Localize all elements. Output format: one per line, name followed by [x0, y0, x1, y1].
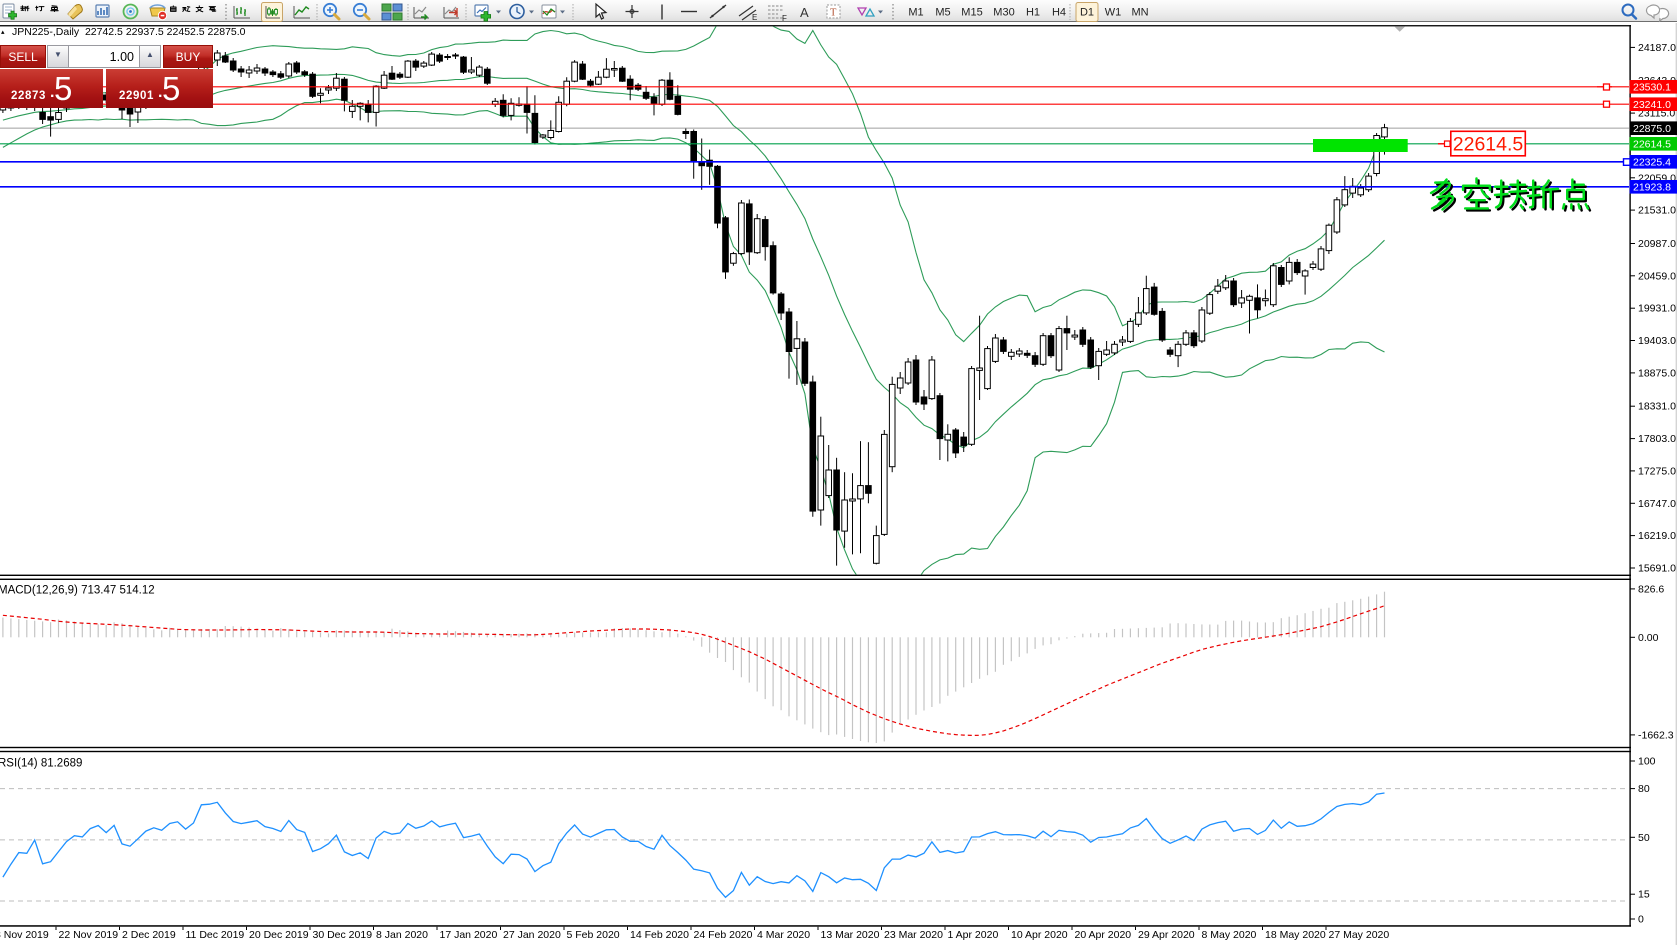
svg-text:29 Apr 2020: 29 Apr 2020 — [1138, 929, 1195, 941]
svg-text:24 Feb 2020: 24 Feb 2020 — [694, 929, 753, 941]
svg-text:1 Apr 2020: 1 Apr 2020 — [948, 929, 999, 941]
svg-text:21923.8: 21923.8 — [1633, 182, 1671, 194]
svg-text:E: E — [752, 13, 757, 22]
svg-text:80: 80 — [1638, 783, 1650, 795]
svg-text:17275.0: 17275.0 — [1638, 465, 1676, 477]
svg-text:22875.0: 22875.0 — [1633, 123, 1671, 135]
svg-text:27 Jan 2020: 27 Jan 2020 — [503, 929, 561, 941]
svg-text:19403.0: 19403.0 — [1638, 335, 1676, 347]
svg-text:8 Nov 2019: 8 Nov 2019 — [0, 929, 49, 941]
svg-text:18331.0: 18331.0 — [1638, 401, 1676, 413]
svg-text:W1: W1 — [1105, 7, 1122, 19]
svg-text:20 Dec 2019: 20 Dec 2019 — [249, 929, 309, 941]
svg-text:27 May 2020: 27 May 2020 — [1329, 929, 1390, 941]
svg-text:826.6: 826.6 — [1638, 583, 1664, 595]
svg-text:M1: M1 — [908, 7, 923, 19]
svg-text:16747.0: 16747.0 — [1638, 498, 1676, 510]
svg-text:18875.0: 18875.0 — [1638, 367, 1676, 379]
svg-text:15: 15 — [1638, 889, 1650, 901]
svg-text:M5: M5 — [935, 7, 950, 19]
svg-text:RSI(14) 81.2689: RSI(14) 81.2689 — [0, 758, 82, 770]
svg-text:16219.0: 16219.0 — [1638, 530, 1676, 542]
svg-text:24187.0: 24187.0 — [1638, 42, 1676, 54]
svg-text:4 Mar 2020: 4 Mar 2020 — [757, 929, 810, 941]
svg-text:2 Dec 2019: 2 Dec 2019 — [122, 929, 176, 941]
svg-text:20 Apr 2020: 20 Apr 2020 — [1075, 929, 1132, 941]
svg-text:23530.1: 23530.1 — [1633, 82, 1671, 94]
svg-text:20987.0: 20987.0 — [1638, 238, 1676, 250]
svg-text:T: T — [830, 8, 837, 19]
svg-text:D1: D1 — [1080, 7, 1094, 19]
svg-text:8 Jan 2020: 8 Jan 2020 — [376, 929, 428, 941]
svg-text:23 Mar 2020: 23 Mar 2020 — [884, 929, 943, 941]
svg-text:22614.5: 22614.5 — [1633, 139, 1671, 151]
svg-text:A: A — [800, 5, 809, 20]
svg-text:22 Nov 2019: 22 Nov 2019 — [59, 929, 119, 941]
svg-text:0: 0 — [1638, 914, 1644, 926]
svg-text:MACD(12,26,9) 713.47 514.12: MACD(12,26,9) 713.47 514.12 — [0, 585, 155, 597]
svg-text:22614.5: 22614.5 — [1453, 134, 1524, 156]
svg-text:11 Dec 2019: 11 Dec 2019 — [186, 929, 245, 941]
svg-text:18 May 2020: 18 May 2020 — [1265, 929, 1326, 941]
svg-text:8 May 2020: 8 May 2020 — [1202, 929, 1257, 941]
svg-text:17 Jan 2020: 17 Jan 2020 — [440, 929, 498, 941]
svg-text:23241.0: 23241.0 — [1633, 99, 1671, 111]
svg-text:21531.0: 21531.0 — [1638, 205, 1676, 217]
svg-text:15691.0: 15691.0 — [1638, 563, 1676, 575]
svg-text:50: 50 — [1638, 832, 1650, 844]
svg-text:20459.0: 20459.0 — [1638, 270, 1676, 282]
svg-text:H4: H4 — [1052, 7, 1066, 19]
svg-text:17803.0: 17803.0 — [1638, 433, 1676, 445]
svg-text:MN: MN — [1131, 7, 1148, 19]
svg-text:5 Feb 2020: 5 Feb 2020 — [567, 929, 620, 941]
svg-text:H1: H1 — [1026, 7, 1040, 19]
svg-text:22325.4: 22325.4 — [1633, 157, 1671, 169]
svg-text:-1662.3: -1662.3 — [1638, 729, 1674, 741]
svg-text:30 Dec 2019: 30 Dec 2019 — [313, 929, 373, 941]
svg-text:M15: M15 — [961, 7, 982, 19]
svg-text:0.00: 0.00 — [1638, 632, 1659, 644]
svg-text:10 Apr 2020: 10 Apr 2020 — [1011, 929, 1068, 941]
svg-text:14 Feb 2020: 14 Feb 2020 — [630, 929, 689, 941]
svg-text:M30: M30 — [993, 7, 1014, 19]
svg-text:13 Mar 2020: 13 Mar 2020 — [821, 929, 880, 941]
svg-text:F: F — [782, 14, 787, 23]
svg-text:100: 100 — [1638, 756, 1656, 768]
svg-text:19931.0: 19931.0 — [1638, 303, 1676, 315]
